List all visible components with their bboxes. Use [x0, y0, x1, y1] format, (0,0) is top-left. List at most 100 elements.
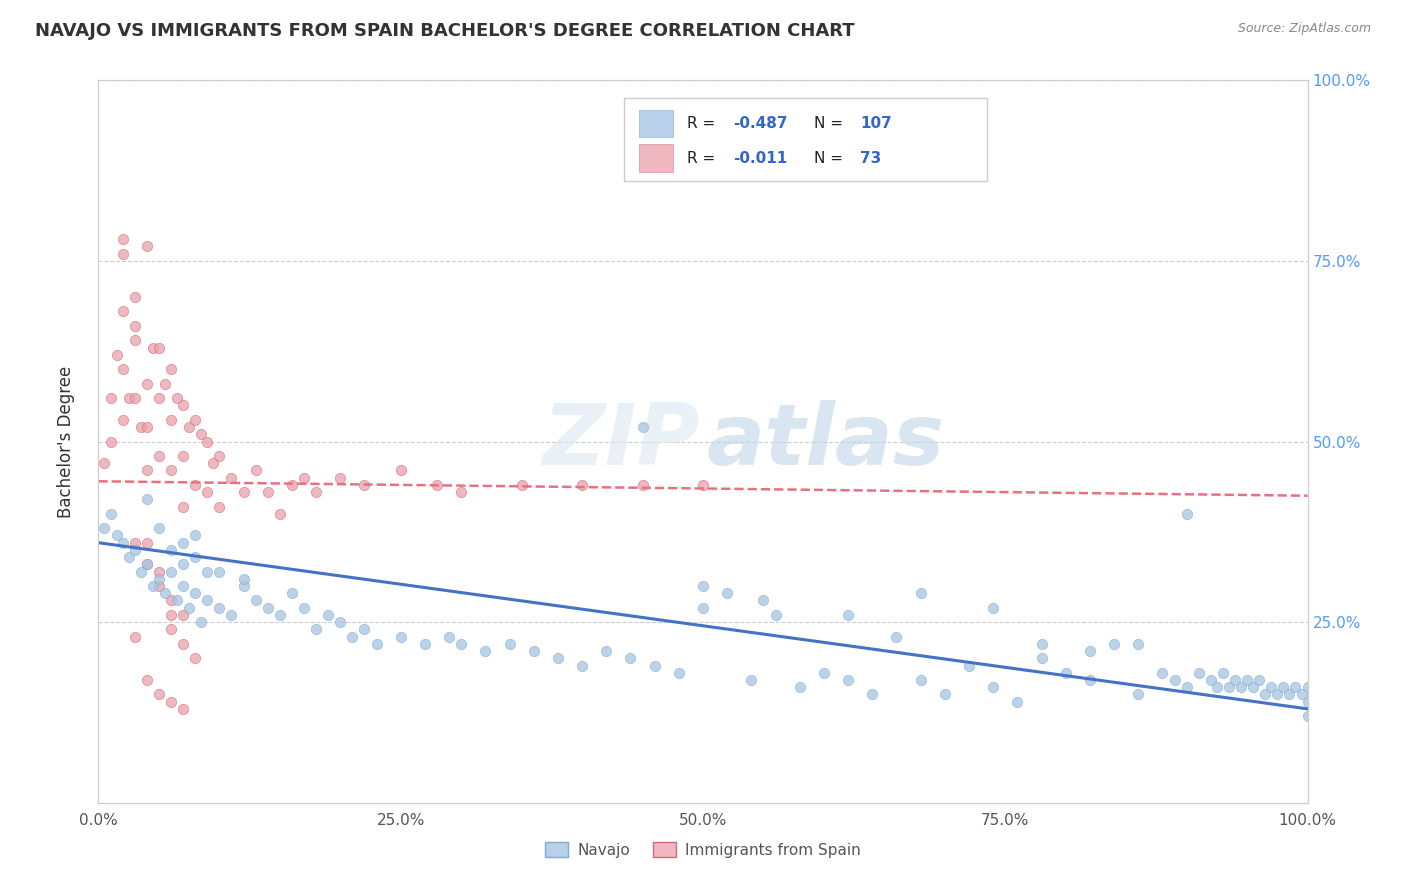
Point [571, 658, 593, 673]
Point [1241, 680, 1264, 694]
Point [413, 637, 436, 651]
Point [160, 623, 183, 637]
Point [172, 702, 194, 716]
Point [142, 341, 165, 355]
Point [129, 420, 152, 434]
Point [1284, 680, 1306, 694]
FancyBboxPatch shape [624, 98, 987, 181]
Point [245, 463, 267, 477]
Point [166, 593, 188, 607]
Text: -0.011: -0.011 [734, 151, 787, 166]
Point [135, 239, 157, 253]
Point [269, 607, 291, 622]
Point [190, 615, 212, 630]
Point [389, 630, 412, 644]
Point [1175, 507, 1198, 521]
Point [740, 673, 762, 687]
Point [111, 246, 134, 260]
Point [1236, 673, 1258, 687]
Point [752, 593, 775, 607]
Point [124, 290, 146, 304]
Point [100, 434, 122, 449]
Point [329, 470, 352, 484]
Point [184, 651, 207, 665]
Point [195, 434, 218, 449]
Point [195, 565, 218, 579]
Point [281, 478, 304, 492]
Point [256, 485, 278, 500]
Point [184, 550, 207, 565]
Point [292, 470, 315, 484]
Point [353, 478, 375, 492]
Point [571, 478, 593, 492]
Point [474, 644, 496, 658]
Point [148, 565, 170, 579]
Point [269, 507, 291, 521]
Point [160, 593, 183, 607]
Point [124, 318, 146, 333]
Point [135, 463, 157, 477]
Point [135, 492, 157, 507]
Point [1152, 665, 1174, 680]
Point [316, 607, 339, 622]
Point [93, 521, 115, 535]
Point [1249, 673, 1271, 687]
Point [450, 637, 472, 651]
Point [202, 456, 225, 470]
Point [1102, 637, 1125, 651]
Point [619, 651, 641, 665]
Point [510, 478, 533, 492]
Point [1296, 709, 1319, 723]
Y-axis label: Bachelor's Degree: Bachelor's Degree [56, 366, 75, 517]
Point [105, 528, 128, 542]
Point [1128, 687, 1150, 701]
Point [100, 507, 122, 521]
Point [1078, 644, 1101, 658]
Point [172, 558, 194, 572]
Point [1260, 680, 1282, 694]
Text: 73: 73 [860, 151, 882, 166]
Point [118, 391, 141, 405]
Point [232, 485, 254, 500]
Point [232, 579, 254, 593]
Text: ZIP: ZIP [541, 400, 699, 483]
Point [232, 572, 254, 586]
Point [118, 550, 141, 565]
Point [124, 535, 146, 549]
Point [179, 420, 201, 434]
Point [153, 376, 176, 391]
Point [981, 680, 1004, 694]
Point [1078, 673, 1101, 687]
Point [1296, 680, 1319, 694]
Point [148, 687, 170, 701]
Point [1291, 687, 1313, 701]
Point [329, 615, 352, 630]
Point [124, 630, 146, 644]
Point [692, 579, 714, 593]
Point [886, 630, 908, 644]
Point [160, 607, 183, 622]
Point [1199, 673, 1222, 687]
Point [135, 558, 157, 572]
Point [100, 391, 122, 405]
Point [184, 528, 207, 542]
Point [1267, 687, 1289, 701]
Point [172, 449, 194, 463]
Point [668, 665, 690, 680]
Point [111, 232, 134, 246]
Point [172, 637, 194, 651]
Point [957, 658, 980, 673]
Point [910, 586, 932, 600]
Point [450, 485, 472, 500]
Point [221, 470, 243, 484]
Point [281, 586, 304, 600]
Point [160, 413, 183, 427]
Point [153, 586, 176, 600]
Point [166, 391, 188, 405]
Point [353, 623, 375, 637]
Point [148, 579, 170, 593]
Point [111, 413, 134, 427]
Point [195, 485, 218, 500]
Point [135, 558, 157, 572]
Point [160, 695, 183, 709]
